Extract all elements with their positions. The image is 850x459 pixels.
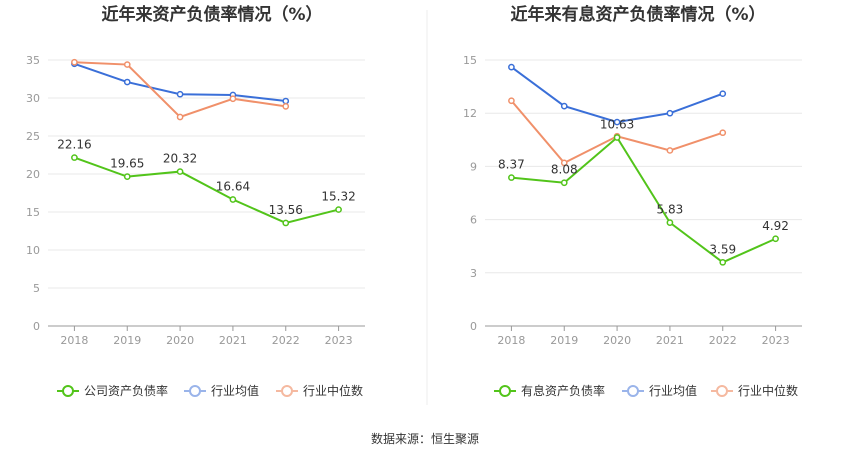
x-tick-label: 2019 bbox=[113, 334, 141, 347]
data-label: 19.65 bbox=[110, 157, 144, 171]
source-label: 数据来源：恒生聚源 bbox=[371, 431, 479, 446]
x-tick-label: 2021 bbox=[219, 334, 247, 347]
data-point bbox=[560, 179, 568, 187]
data-point bbox=[719, 258, 727, 266]
legend-item[interactable]: 行业均值 bbox=[184, 383, 259, 398]
data-point bbox=[560, 159, 568, 167]
data-label: 22.16 bbox=[57, 138, 91, 152]
legend-marker bbox=[62, 385, 74, 397]
series-line bbox=[511, 135, 776, 264]
data-point bbox=[666, 147, 674, 154]
chart-title: 近年来有息资产负债率情况（%） bbox=[510, 4, 765, 25]
data-point bbox=[508, 63, 515, 71]
x-tick-label: 2018 bbox=[60, 334, 88, 347]
legend-label: 行业中位数 bbox=[303, 383, 363, 398]
legend-item[interactable]: 公司资产负债率 bbox=[57, 383, 168, 398]
y-tick-label: 30 bbox=[26, 92, 40, 105]
data-point bbox=[176, 168, 184, 175]
data-label: 10.63 bbox=[600, 117, 634, 131]
data-point bbox=[613, 134, 621, 141]
data-label: 16.64 bbox=[216, 180, 250, 194]
y-tick-label: 35 bbox=[26, 54, 40, 67]
data-label: 4.92 bbox=[762, 219, 789, 233]
y-tick-label: 25 bbox=[26, 130, 40, 143]
x-tick-label: 2020 bbox=[166, 334, 194, 347]
data-label: 20.32 bbox=[163, 152, 197, 166]
data-point bbox=[282, 97, 290, 105]
legend-marker bbox=[281, 385, 293, 397]
x-tick-label: 2022 bbox=[709, 334, 737, 347]
legend-label: 行业均值 bbox=[211, 383, 259, 398]
data-point bbox=[508, 174, 515, 181]
data-label: 13.56 bbox=[269, 203, 303, 217]
legend-item[interactable]: 有息资产负债率 bbox=[494, 383, 605, 398]
legend-label: 有息资产负债率 bbox=[521, 383, 605, 398]
legend-item[interactable]: 行业均值 bbox=[622, 383, 697, 398]
data-point bbox=[71, 154, 78, 161]
data-point bbox=[282, 219, 290, 227]
legend-label: 行业均值 bbox=[649, 383, 697, 398]
y-tick-label: 15 bbox=[26, 206, 40, 219]
series-line bbox=[510, 100, 724, 165]
data-point bbox=[719, 90, 727, 98]
y-tick-label: 5 bbox=[33, 282, 40, 295]
data-point bbox=[666, 109, 674, 117]
data-label: 3.59 bbox=[709, 242, 736, 256]
data-point bbox=[176, 113, 184, 121]
data-point bbox=[772, 235, 779, 243]
data-point bbox=[508, 97, 515, 105]
data-point bbox=[666, 219, 674, 226]
legend-marker bbox=[499, 385, 511, 397]
y-tick-label: 6 bbox=[470, 214, 477, 227]
series-line bbox=[74, 156, 339, 224]
data-point bbox=[229, 95, 237, 103]
data-label: 15.32 bbox=[321, 190, 355, 204]
y-tick-label: 0 bbox=[470, 320, 477, 333]
legend-marker bbox=[627, 385, 639, 397]
data-label: 5.83 bbox=[657, 203, 684, 217]
x-tick-label: 2018 bbox=[497, 334, 525, 347]
y-tick-label: 0 bbox=[33, 320, 40, 333]
x-tick-label: 2020 bbox=[603, 334, 631, 347]
data-label: 8.37 bbox=[498, 158, 525, 172]
y-tick-label: 9 bbox=[470, 160, 477, 173]
legend-label: 行业中位数 bbox=[738, 383, 798, 398]
y-tick-label: 3 bbox=[470, 267, 477, 280]
data-point bbox=[560, 102, 568, 110]
x-tick-label: 2022 bbox=[272, 334, 300, 347]
data-point bbox=[335, 206, 342, 213]
series-line bbox=[510, 66, 724, 124]
debt-ratio-chart: 近年来资产负债率情况（%） 0 5 10 15 20 25 30 35 2018 2019 2020 2… bbox=[26, 4, 365, 398]
chart-title: 近年来资产负债率情况（%） bbox=[101, 4, 322, 25]
x-tick-label: 2021 bbox=[656, 334, 684, 347]
data-point bbox=[719, 129, 727, 137]
y-tick-label: 10 bbox=[26, 244, 40, 257]
data-label: 8.08 bbox=[551, 163, 578, 177]
data-point bbox=[123, 173, 131, 181]
data-point bbox=[176, 90, 184, 98]
data-point bbox=[282, 103, 290, 110]
legend-item[interactable]: 行业中位数 bbox=[711, 383, 798, 398]
legend-label: 公司资产负债率 bbox=[84, 383, 168, 398]
y-tick-label: 20 bbox=[26, 168, 40, 181]
x-tick-label: 2023 bbox=[325, 334, 353, 347]
data-point bbox=[123, 78, 131, 86]
data-point bbox=[123, 61, 131, 68]
x-tick-label: 2019 bbox=[550, 334, 578, 347]
y-tick-label: 12 bbox=[463, 107, 477, 120]
x-tick-label: 2023 bbox=[762, 334, 790, 347]
interest-debt-ratio-chart: 近年来有息资产负债率情况（%） 0 3 6 9 12 15 2018 2019 2020 2021 2… bbox=[463, 4, 802, 398]
data-point bbox=[229, 196, 237, 203]
series-line bbox=[74, 61, 286, 119]
data-point bbox=[613, 118, 621, 126]
legend-item[interactable]: 行业中位数 bbox=[276, 383, 363, 398]
data-point bbox=[71, 58, 78, 66]
legend-marker bbox=[716, 385, 728, 397]
legend-marker bbox=[189, 385, 201, 397]
y-tick-label: 15 bbox=[463, 54, 477, 67]
